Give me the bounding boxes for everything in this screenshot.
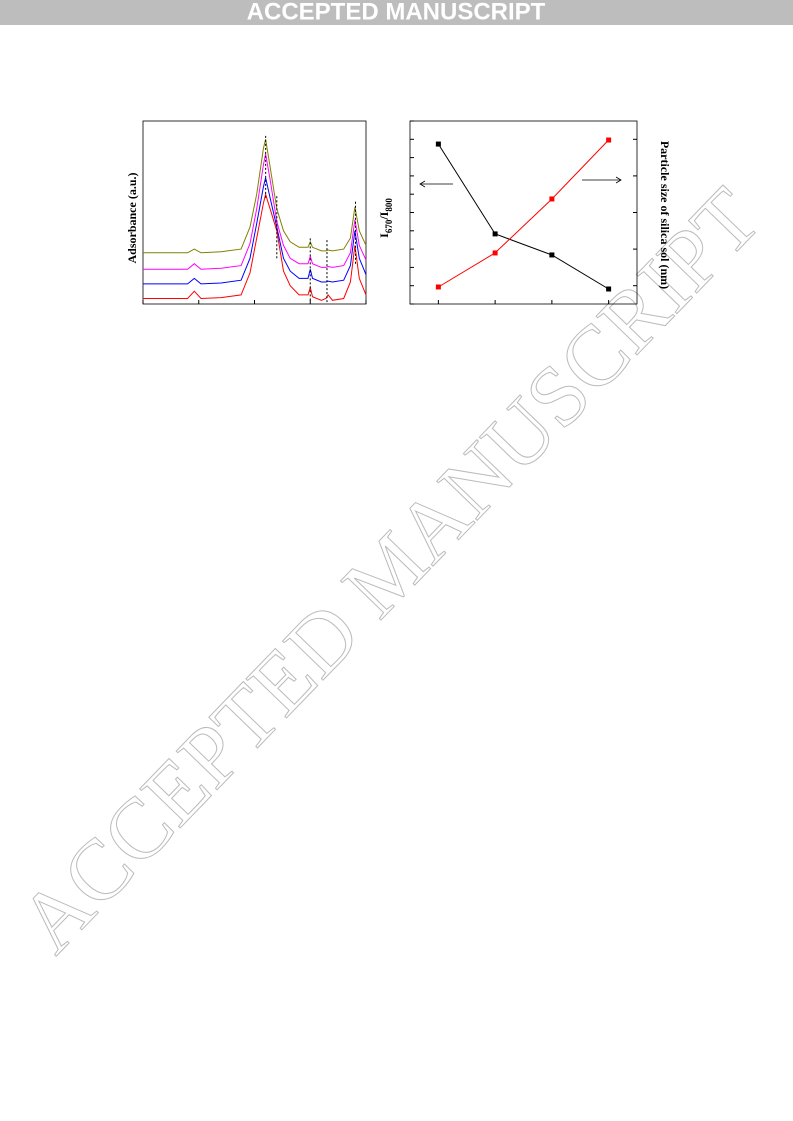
watermark: ACCEPTED MANUSCRIPT [0,170,778,971]
y2-axis-label: Particle size of silica sol (nm) [658,141,672,289]
marker [549,252,555,258]
left-arrow [419,180,453,188]
banner-bar [0,0,793,25]
marker [549,196,555,202]
label-part: I [377,233,391,238]
marker [435,284,441,290]
y-axis-label: I670/I800 [377,198,394,238]
marker [492,231,498,237]
marker [606,137,612,143]
series-line [437,143,609,290]
series-line [143,153,367,270]
marker [435,141,441,147]
plot-frame [142,120,367,305]
plot-frame [409,120,638,305]
label-part: /I [377,211,391,220]
series-line [438,139,609,288]
series-line [143,139,367,254]
label-part: 800 [384,198,394,212]
y-axis-label: Adsorbance (a.u.) [125,172,139,263]
series-line [143,192,367,301]
banner: ACCEPTED MANUSCRIPT [247,0,546,25]
series-line [143,177,367,285]
right-arrow [582,176,622,184]
marker [492,250,498,256]
marker [606,286,612,292]
label-part: 670 [384,219,394,233]
